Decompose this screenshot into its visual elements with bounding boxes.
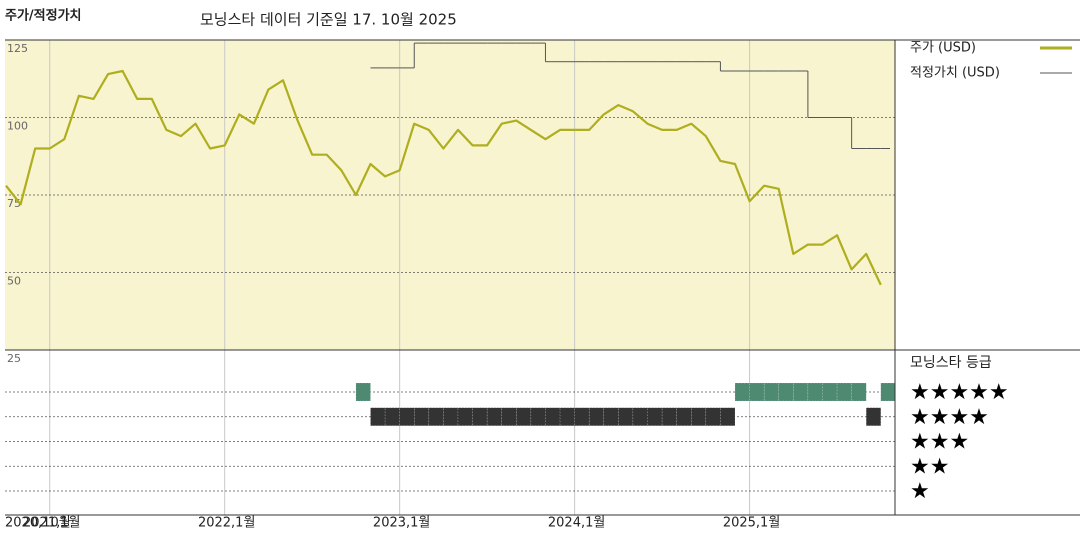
rating-bar: [720, 407, 736, 426]
rating-bar: [414, 407, 429, 426]
rating-bar: [428, 407, 444, 426]
rating-label: ★★: [910, 454, 949, 479]
rating-bar: [632, 407, 648, 426]
x-tick-label: 2022,1월: [198, 516, 255, 531]
rating-bar: [618, 407, 634, 426]
rating-bar: [574, 407, 590, 426]
rating-bar: [399, 407, 415, 426]
rating-label: ★: [910, 479, 930, 504]
rating-bar: [559, 407, 575, 426]
rating-bar: [807, 382, 823, 402]
x-tick-label: 2021,1월: [23, 516, 80, 531]
rating-bar: [778, 382, 794, 402]
rating-label: ★★★★: [910, 405, 989, 430]
legend-label: 주가 (USD): [910, 41, 976, 56]
rating-bar: [705, 407, 721, 426]
rating-bar: [676, 407, 692, 426]
rating-bar: [486, 407, 502, 426]
rating-bar: [661, 407, 677, 426]
rating-bar: [734, 382, 750, 402]
rating-bar: [691, 407, 706, 426]
y-tick-label: 25: [7, 352, 21, 365]
rating-bar: [764, 382, 779, 402]
rating-bar: [355, 382, 371, 402]
legend-label: 적정가치 (USD): [910, 66, 1000, 81]
rating-title: 모닝스타 등급: [910, 355, 992, 371]
rating-bar: [370, 407, 386, 426]
rating-bar: [866, 407, 881, 426]
rating-bar: [457, 407, 473, 426]
rating-bar: [880, 382, 896, 402]
rating-bar: [822, 382, 838, 402]
header-subtitle: 모닝스타 데이터 기준일 17. 10월 2025: [200, 11, 457, 29]
rating-label: ★★★★★: [910, 380, 1009, 405]
rating-bar: [647, 407, 663, 426]
rating-bar: [836, 382, 852, 402]
rating-bar: [589, 407, 604, 426]
rating-bar: [472, 407, 488, 426]
rating-bar: [516, 407, 532, 426]
x-tick-label: 2025,1월: [723, 516, 780, 531]
rating-bar: [851, 382, 867, 402]
rating-bar: [603, 407, 619, 426]
rating-bar: [384, 407, 400, 426]
x-tick-label: 2023,1월: [373, 516, 430, 531]
rating-bar: [530, 407, 546, 426]
x-tick-label: 2024,1월: [548, 516, 605, 531]
y-tick-label: 50: [7, 275, 21, 288]
rating-bar: [443, 407, 459, 426]
rating-bar: [545, 407, 561, 426]
rating-bar: [501, 407, 517, 426]
rating-bar: [749, 382, 765, 402]
header-title: 주가/적정가치: [5, 8, 82, 24]
y-tick-label: 125: [7, 42, 28, 55]
y-tick-label: 100: [7, 120, 28, 133]
x-tick-label: 2020,10월: [5, 516, 71, 531]
rating-bar: [793, 382, 809, 402]
price-line: [5, 69, 882, 286]
rating-label: ★★★: [910, 430, 969, 455]
